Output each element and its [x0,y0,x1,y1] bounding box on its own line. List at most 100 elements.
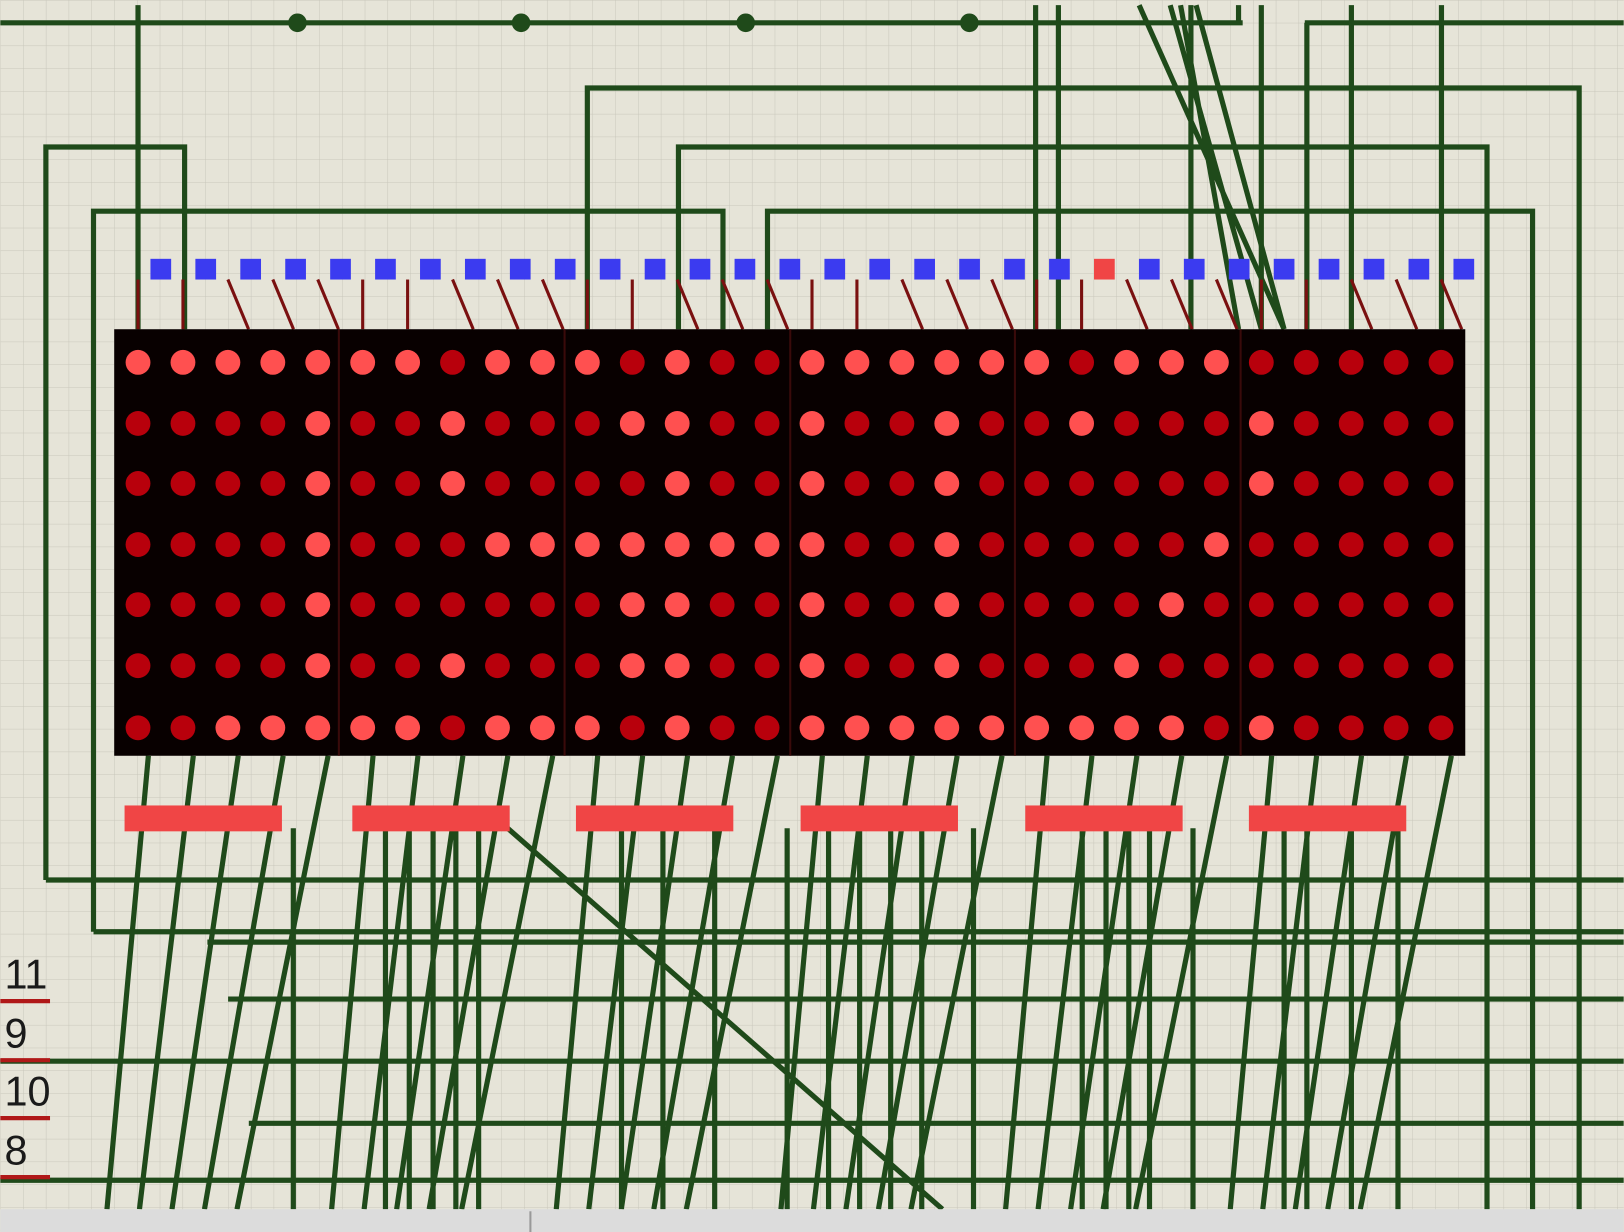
pin-marker [1453,258,1475,280]
led [574,715,600,741]
pin [1439,278,1464,330]
led [889,653,915,679]
led [934,349,960,375]
led [485,411,510,436]
led [934,471,960,496]
pin-marker [1408,258,1430,280]
led [350,715,376,741]
led [170,653,196,679]
led [799,471,825,496]
led [1383,349,1409,375]
led [1293,592,1319,618]
led [305,653,331,679]
led [350,653,376,679]
led [440,471,465,496]
led [844,411,870,436]
led [799,532,825,557]
pin-marker [509,258,531,280]
pin [226,278,251,330]
led [1114,592,1139,618]
led [215,471,241,496]
led [709,592,735,618]
pin-marker [464,258,486,280]
led [260,471,286,496]
led [934,411,960,436]
led [395,592,421,618]
led [1069,411,1095,436]
led [889,411,915,436]
pin [900,278,925,330]
net-labels: 11 9 10 8 [0,952,51,1180]
led [485,532,510,557]
pin-marker [1318,258,1340,280]
led [1203,653,1229,679]
led [979,532,1005,557]
connector-bar [800,805,958,832]
led [305,349,331,375]
pin-marker [959,258,980,280]
led [889,349,915,375]
pin-marker [914,258,935,280]
led [1248,349,1274,375]
led [350,592,376,618]
pin-marker [824,258,846,280]
led [619,715,645,741]
led [979,653,1005,679]
led [664,653,690,679]
junctions [288,13,979,33]
led [125,532,151,557]
led [350,532,376,557]
led [1338,411,1364,436]
led [619,411,645,436]
pins [136,278,1464,330]
led [574,592,600,618]
led [1338,471,1364,496]
led [125,411,151,436]
led [1203,592,1229,618]
led [529,471,555,496]
led [664,592,690,618]
led [485,471,510,496]
led [889,532,915,557]
led [1248,411,1274,436]
led [170,532,196,557]
pin-marker [779,258,801,280]
led [709,349,735,375]
led [125,653,151,679]
led [754,592,780,618]
led [1069,471,1095,496]
pin-marker [285,258,306,280]
pin-marker [689,258,711,280]
led [1428,532,1454,557]
led [215,592,241,618]
led [709,715,735,741]
connector-bars [124,805,1407,832]
pin [675,278,700,330]
led [754,349,780,375]
led [754,532,780,557]
led [664,471,690,496]
led [395,715,421,741]
led [619,471,645,496]
led [1383,411,1409,436]
led [844,653,870,679]
led [889,471,915,496]
pin-marker [599,258,621,280]
led [1203,349,1229,375]
led [1293,532,1319,557]
pin-marker [1138,258,1160,280]
pin [1394,278,1419,330]
led [979,471,1005,496]
led [1428,653,1454,679]
led [1024,715,1050,741]
led [260,653,286,679]
led [1383,715,1409,741]
led [1338,349,1364,375]
led [170,411,196,436]
led [529,532,555,557]
pin [945,278,969,330]
led [844,349,870,375]
connector-bar [1248,805,1407,832]
led [1024,532,1050,557]
pin [1125,278,1149,330]
